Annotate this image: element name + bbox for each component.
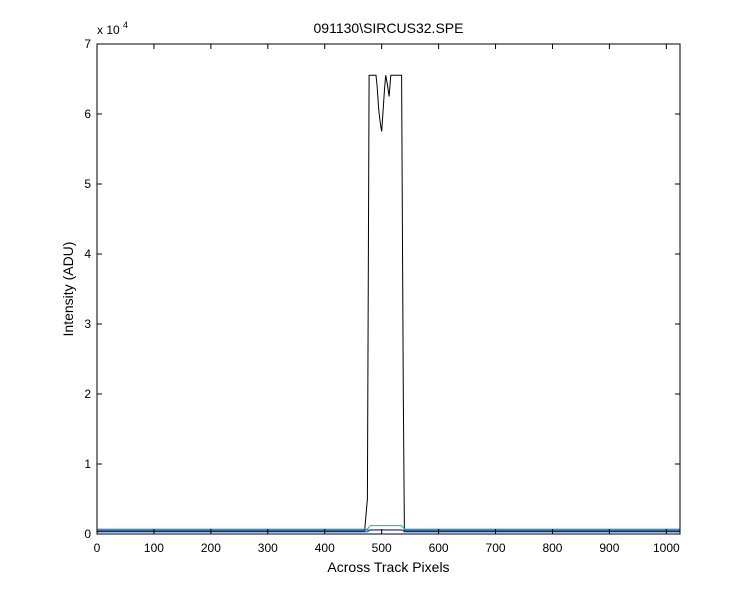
x-tick-label: 300 bbox=[258, 541, 278, 555]
ticks-layer: 0 100 200 300 400 500 600 700 800 900 1000 0 1 2 3 4 5 6 7 bbox=[84, 37, 680, 555]
y-axis-exponent-base: x 10 bbox=[97, 23, 120, 37]
y-axis-exponent-power: 4 bbox=[123, 20, 128, 30]
x-tick-label: 1000 bbox=[653, 541, 680, 555]
y-tick-label: 6 bbox=[84, 107, 91, 121]
y-tick-label: 0 bbox=[84, 527, 91, 541]
y-tick-label: 2 bbox=[84, 387, 91, 401]
x-tick-label: 700 bbox=[486, 541, 506, 555]
axes-box bbox=[96, 43, 681, 535]
x-tick-label: 100 bbox=[144, 541, 164, 555]
series-line-1 bbox=[97, 74, 680, 532]
x-tick-label: 200 bbox=[201, 541, 221, 555]
x-tick-label: 900 bbox=[599, 541, 619, 555]
series-line-3 bbox=[97, 525, 680, 530]
y-tick-label: 5 bbox=[84, 177, 91, 191]
x-tick-label: 600 bbox=[429, 541, 449, 555]
y-axis-exponent: x 10 4 bbox=[97, 20, 128, 37]
x-axis-label: Across Track Pixels bbox=[327, 559, 449, 575]
x-tick-label: 0 bbox=[94, 541, 101, 555]
y-tick-label: 1 bbox=[84, 457, 91, 471]
y-tick-label: 7 bbox=[84, 37, 91, 51]
x-tick-label: 400 bbox=[315, 541, 335, 555]
y-tick-label: 3 bbox=[84, 317, 91, 331]
x-tick-label: 800 bbox=[542, 541, 562, 555]
y-tick-label: 4 bbox=[84, 247, 91, 261]
x-tick-label: 500 bbox=[372, 541, 392, 555]
chart-title: 091130\SIRCUS32.SPE bbox=[314, 20, 464, 36]
plot-area bbox=[97, 44, 680, 534]
y-axis-label: Intensity (ADU) bbox=[60, 242, 76, 337]
